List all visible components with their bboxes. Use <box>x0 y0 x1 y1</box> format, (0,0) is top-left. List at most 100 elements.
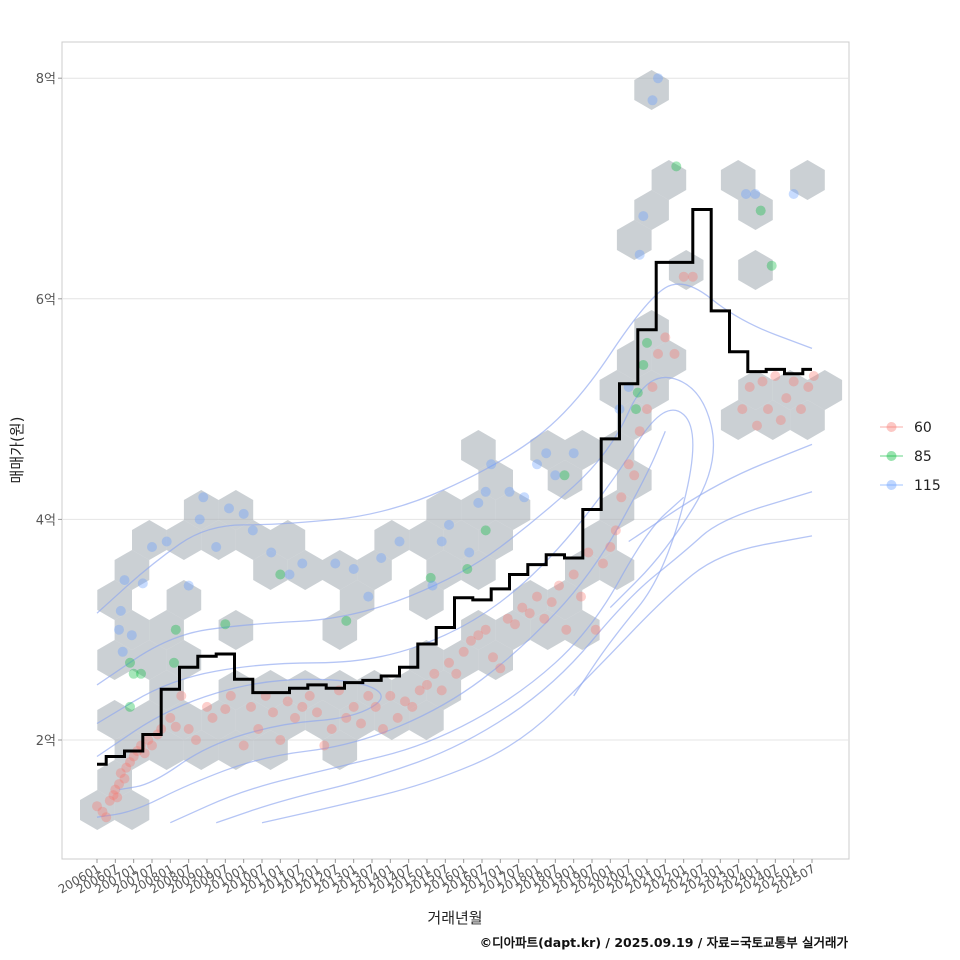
scatter-point-60 <box>101 812 112 823</box>
scatter-point-60 <box>429 668 440 679</box>
scatter-point-60 <box>808 371 819 381</box>
scatter-point-115 <box>297 558 308 569</box>
scatter-point-115 <box>394 536 405 547</box>
hexbin-cell <box>322 550 358 590</box>
scatter-point-60 <box>238 740 249 751</box>
scatter-point-60 <box>363 690 374 701</box>
scatter-point-60 <box>246 701 256 712</box>
y-tick-label: 4억 <box>36 513 56 528</box>
scatter-point-60 <box>803 382 814 392</box>
hexbin-cell <box>409 700 444 740</box>
legend-label: 85 <box>914 449 932 465</box>
scatter-point-60 <box>202 701 212 712</box>
hexbin-cell <box>790 400 825 440</box>
scatter-point-115 <box>741 189 751 199</box>
scatter-point-85 <box>125 657 135 668</box>
scatter-point-60 <box>653 348 663 359</box>
hexbin-cell <box>443 640 479 680</box>
hexbin-cell <box>426 550 462 590</box>
scatter-point-115 <box>750 189 761 199</box>
y-tick-label: 6억 <box>36 293 56 308</box>
scatter-point-85 <box>136 668 146 679</box>
scatter-point-60 <box>590 624 601 635</box>
scatter-point-115 <box>634 249 645 260</box>
scatter-point-60 <box>114 779 124 790</box>
scatter-point-115 <box>198 492 209 503</box>
legend-label: 115 <box>914 478 941 494</box>
hexbin-cell <box>235 520 271 560</box>
hexbin-cell <box>478 520 513 560</box>
hexbin-cell <box>132 700 167 740</box>
scatter-point-115 <box>363 591 374 602</box>
legend: 60 85 115 <box>880 420 941 494</box>
legend-item-60: 60 <box>880 420 932 436</box>
scatter-point-60 <box>253 724 264 734</box>
scatter-point-115 <box>550 470 561 481</box>
scatter-point-60 <box>576 591 586 602</box>
hexbin-cell <box>651 340 687 380</box>
hexbin-cell <box>530 430 565 470</box>
scatter-point-60 <box>488 652 498 663</box>
scatter-point-115 <box>348 564 359 574</box>
scatter-point-60 <box>119 773 130 784</box>
scatter-point-60 <box>110 784 121 795</box>
scatter-point-85 <box>220 619 231 630</box>
scatter-point-115 <box>119 575 130 586</box>
scatter-point-60 <box>326 724 337 734</box>
hexbin-cell <box>738 370 773 410</box>
y-tick-label: 2억 <box>36 734 56 749</box>
scatter-point-60 <box>775 415 786 426</box>
density-contours <box>96 283 813 824</box>
legend-key-point <box>886 451 897 461</box>
hexbin-cell <box>183 490 219 530</box>
scatter-point-115 <box>376 553 387 563</box>
scatter-point-60 <box>796 404 806 415</box>
hexbin-cell <box>772 370 808 410</box>
hexbin-cell <box>478 640 513 680</box>
scatter-point-115 <box>224 503 234 514</box>
hexbin-cell <box>547 580 583 620</box>
scatter-point-60 <box>616 492 627 503</box>
scatter-point-60 <box>97 806 108 817</box>
scatter-point-115 <box>638 211 649 222</box>
scatter-point-115 <box>211 542 222 552</box>
scatter-point-60 <box>370 701 381 712</box>
scatter-point-85 <box>480 525 491 536</box>
scatter-point-60 <box>385 690 396 701</box>
hexbin-cell <box>166 520 202 560</box>
scatter-point-85 <box>559 470 570 481</box>
scatter-point-60 <box>128 751 139 762</box>
hexbin-cell <box>322 730 358 770</box>
scatter-point-60 <box>207 712 218 723</box>
scatter-point-60 <box>125 757 135 768</box>
scatter-point-85 <box>425 572 436 583</box>
scatter-point-60 <box>304 690 315 701</box>
hexbin-cell <box>426 490 462 530</box>
hexbin-cell <box>616 220 652 260</box>
hexbin-cell <box>132 520 167 560</box>
scatter-point-60 <box>176 690 187 701</box>
scatter-point-115 <box>147 542 157 552</box>
density-contour <box>628 443 813 543</box>
scatter-point-60 <box>356 718 366 729</box>
scatter-point-115 <box>444 519 454 530</box>
hexbin-cell <box>790 160 825 200</box>
density-contour <box>96 283 813 614</box>
hexbin-cell <box>166 700 202 740</box>
scatter-point-60 <box>400 696 410 707</box>
hexbin-cell <box>253 730 288 770</box>
legend-label: 60 <box>914 420 932 436</box>
hexbin-cell <box>720 160 756 200</box>
hexbin-cell <box>495 490 531 530</box>
y-axis: 2억 4억 6억 8억 <box>36 72 62 749</box>
x-axis: 2006012006072007012007072008012008072009… <box>56 859 818 897</box>
hexbin-cell <box>253 550 288 590</box>
scatter-point-60 <box>466 635 476 646</box>
density-contour <box>96 409 694 725</box>
scatter-point-115 <box>788 189 799 199</box>
scatter-point-60 <box>121 762 132 773</box>
legend-item-85: 85 <box>880 449 932 465</box>
scatter-point-60 <box>451 668 462 679</box>
scatter-point-60 <box>495 663 506 674</box>
density-contour <box>96 376 715 686</box>
